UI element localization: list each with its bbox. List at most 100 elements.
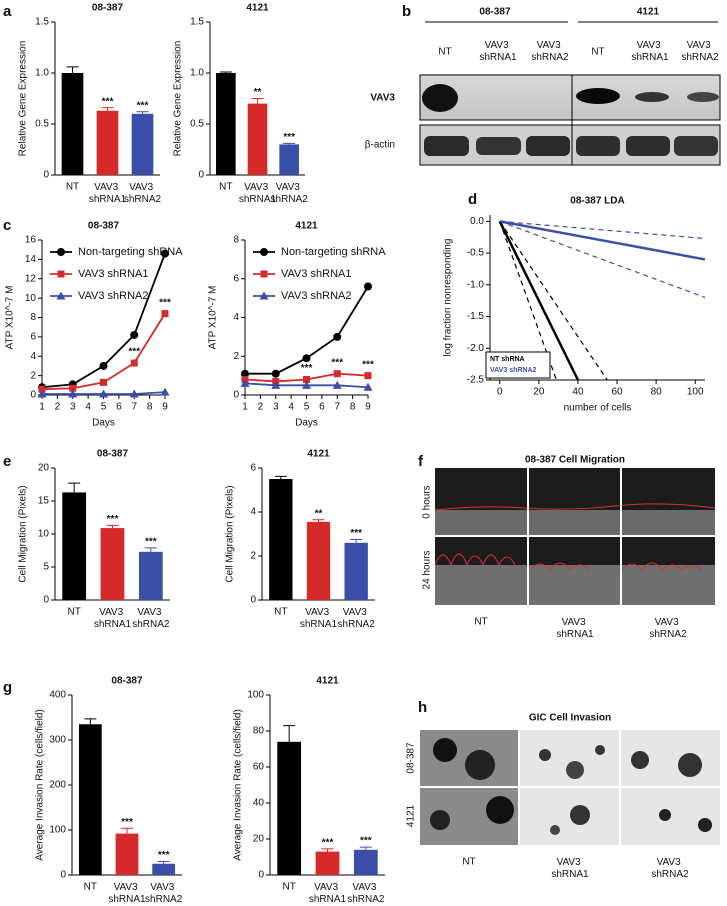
- image-title: GIC Cell Invasion: [529, 713, 611, 724]
- series-line: [41, 313, 166, 391]
- marker: [333, 370, 341, 378]
- x-tick-label: NT: [282, 882, 295, 893]
- x-tick-label: NT: [67, 607, 80, 618]
- row-label: 4121: [406, 804, 417, 827]
- y-tick-label: 10: [38, 529, 50, 540]
- blot-band: [626, 136, 670, 156]
- significance: ***: [159, 297, 171, 308]
- chart-title: 08-387: [97, 449, 129, 460]
- label-line: VAV3: [244, 182, 271, 193]
- panel-label: h: [418, 699, 427, 716]
- error-bar: [321, 848, 334, 852]
- panel-label: a: [3, 3, 12, 20]
- error-bar: [274, 475, 287, 479]
- x-tick-label: NT: [84, 882, 97, 893]
- x-tick-label: VAV3 shRNA2: [338, 607, 376, 630]
- label-line: shRNA2: [681, 52, 719, 63]
- y-tick-label: 0: [233, 390, 239, 401]
- y-tick-label: 8: [233, 235, 239, 246]
- label-line: VAV3: [562, 617, 589, 628]
- marker: [364, 372, 372, 380]
- panel-label: f: [418, 453, 424, 470]
- label-line: shRNA1: [556, 629, 594, 640]
- series-line: [499, 220, 706, 261]
- blot-band: [576, 88, 620, 104]
- cell-line: 08-387: [479, 7, 511, 18]
- label-line: shRNA2: [145, 894, 183, 905]
- label-line: shRNA1: [300, 619, 338, 630]
- label-line: VAV3: [114, 882, 141, 893]
- marker: [99, 361, 108, 370]
- blot-band: [424, 136, 469, 156]
- y-tick-label: 0: [258, 870, 264, 881]
- label-line: shRNA2: [347, 894, 385, 905]
- y-tick-label: 0: [30, 390, 36, 401]
- chart-title: 08-387 LDA: [570, 196, 624, 207]
- y-axis-label: Relative Gene Expression: [18, 41, 29, 157]
- legend-marker: [259, 291, 269, 300]
- significance: ***: [145, 537, 157, 548]
- error-bar: [84, 718, 97, 725]
- label-line: shRNA2: [649, 629, 687, 640]
- x-tick-label: VAV3 shRNA2: [145, 882, 183, 905]
- chart-title: 4121: [307, 449, 330, 460]
- bar: [100, 528, 125, 600]
- blot-band: [476, 137, 521, 155]
- y-tick-label: 0.5: [190, 119, 204, 130]
- marker: [161, 310, 169, 318]
- label-line: VAV3: [99, 607, 126, 618]
- legend-marker: [57, 270, 65, 278]
- label-line: shRNA1: [631, 52, 669, 63]
- significance: **: [315, 508, 323, 519]
- column-label: NT: [474, 617, 487, 628]
- y-tick-label: 0: [43, 170, 49, 181]
- y-axis-label: Cell Migration (Pixels): [18, 485, 29, 582]
- y-tick-label: 100: [247, 690, 264, 701]
- x-tick-label: 0: [497, 387, 503, 398]
- y-tick-label: 0.5: [35, 119, 49, 130]
- x-tick-label: 60: [611, 387, 623, 398]
- chart-title: 4121: [316, 676, 339, 687]
- error-bar: [219, 71, 232, 73]
- y-tick-label: 0.0: [470, 216, 484, 227]
- legend-label: Non-targeting shRNA: [281, 246, 386, 258]
- marker: [160, 387, 170, 396]
- bar: [277, 741, 302, 875]
- marker: [161, 249, 169, 258]
- panel-label: g: [3, 679, 12, 696]
- y-tick-label: 10: [25, 293, 37, 304]
- x-tick-label: 3: [70, 402, 76, 413]
- row-label: 08-387: [406, 742, 417, 774]
- x-tick-label: 40: [572, 387, 584, 398]
- significance: ***: [158, 850, 170, 861]
- marker: [332, 380, 342, 389]
- label-line: shRNA1: [89, 194, 127, 205]
- x-axis-label: Days: [295, 418, 318, 429]
- significance: ***: [121, 817, 133, 828]
- x-tick-label: 20: [533, 387, 545, 398]
- significance: ***: [322, 838, 334, 849]
- error-bar: [101, 107, 114, 111]
- lane-label: NT: [591, 47, 604, 58]
- y-tick-label: 20: [253, 834, 265, 845]
- y-tick-label: 15: [38, 496, 50, 507]
- x-tick-label: 8: [147, 402, 153, 413]
- y-tick-label: 6: [30, 332, 36, 343]
- y-tick-label: 14: [25, 254, 37, 265]
- marker: [303, 376, 310, 383]
- label-line: VAV3: [352, 882, 379, 893]
- bar: [62, 492, 87, 600]
- bar: [344, 542, 368, 600]
- marker: [37, 389, 47, 398]
- bar: [96, 110, 119, 175]
- column-label: VAV3 shRNA2: [651, 857, 689, 880]
- label-line: VAV3: [94, 182, 121, 193]
- y-tick-label: 0: [60, 870, 66, 881]
- blot-band: [422, 84, 458, 112]
- legend-label: VAV3 shRNA2: [78, 290, 149, 302]
- chart-title: 4121: [295, 221, 318, 232]
- blot-band: [635, 92, 669, 102]
- x-tick-label: 2: [55, 402, 61, 413]
- marker: [69, 384, 77, 392]
- bar: [216, 73, 236, 175]
